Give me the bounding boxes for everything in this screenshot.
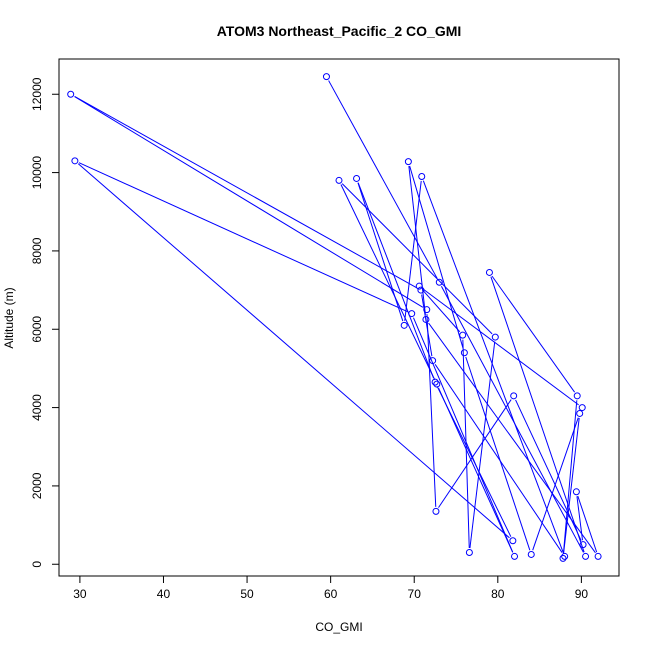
data-point	[423, 306, 431, 314]
series-line-segment	[462, 339, 470, 549]
data-point	[431, 378, 439, 386]
data-point	[559, 554, 567, 562]
data-point	[322, 73, 330, 81]
series-line-segment	[440, 285, 584, 553]
data-point	[435, 278, 443, 286]
axes-layer: 30 40 50 60 70 80 90 0 2000 4000 6000 8000 10000 1200…	[30, 77, 588, 601]
y-tick-label: 12000	[30, 77, 44, 111]
series-line-segment	[340, 184, 436, 381]
plot-frame	[58, 58, 620, 577]
series-line-segment	[404, 180, 422, 321]
series-line-segment	[562, 400, 578, 554]
series-line-segment	[422, 180, 564, 553]
data-point	[510, 392, 518, 400]
data-point	[460, 349, 468, 357]
series-line-segment	[426, 314, 437, 507]
series-line-segment	[74, 96, 418, 289]
data-point	[465, 549, 473, 556]
series-line-segment	[357, 182, 434, 379]
y-axis-label: Altitude (m)	[2, 287, 16, 348]
x-tick-label: 70	[408, 587, 422, 601]
y-tick-label: 0	[30, 561, 44, 568]
x-tick-label: 40	[157, 587, 171, 601]
data-point	[71, 157, 79, 165]
series-line-segment	[77, 163, 510, 539]
data-point	[459, 331, 467, 339]
series-line-segment	[328, 80, 438, 279]
data-point	[527, 550, 535, 558]
y-tick-label: 4000	[30, 394, 44, 421]
data-point	[573, 392, 581, 400]
x-tick-label: 60	[324, 587, 338, 601]
y-tick-label: 2000	[30, 472, 44, 499]
y-tick-label: 10000	[30, 156, 44, 190]
series-line-segment	[409, 165, 464, 349]
series-line-segment	[434, 364, 563, 553]
data-point	[572, 488, 580, 496]
series-layer	[67, 73, 602, 562]
data-point	[433, 380, 441, 388]
data-point	[509, 537, 517, 545]
data-point	[511, 552, 519, 560]
series-line-segment	[532, 417, 579, 551]
data-point	[404, 158, 412, 166]
series-line-segment	[78, 162, 408, 313]
series-line-segment	[413, 317, 514, 553]
data-point	[485, 268, 493, 276]
data-point	[422, 315, 430, 323]
data-point	[576, 409, 584, 417]
data-point	[578, 404, 586, 412]
data-point	[582, 552, 590, 560]
series-line-segment	[563, 417, 580, 554]
chart-title: ATOM3 Northeast_Pacific_2 CO_GMI	[217, 23, 462, 39]
series-line-segment	[438, 399, 512, 508]
series-line-segment	[576, 496, 583, 541]
series-line-segment	[421, 289, 461, 333]
series-line-segment	[438, 387, 514, 553]
series-line-segment	[422, 288, 579, 406]
x-tick-label: 30	[73, 587, 87, 601]
series-line-segment	[74, 96, 424, 308]
data-point	[353, 174, 361, 182]
x-axis-label: CO_GMI	[315, 620, 362, 634]
data-point	[418, 173, 426, 180]
series-line-segment	[341, 183, 493, 335]
y-tick-label: 6000	[30, 316, 44, 343]
y-tick-label: 8000	[30, 237, 44, 264]
x-tick-label: 80	[491, 587, 505, 601]
data-point	[429, 357, 437, 365]
series-line-segment	[421, 294, 433, 357]
data-point	[432, 507, 440, 515]
series-line-segment	[490, 276, 585, 553]
data-point	[335, 176, 343, 184]
series-line-segment	[491, 275, 576, 393]
data-point	[417, 286, 425, 294]
data-point	[67, 90, 75, 98]
data-point	[408, 310, 416, 318]
series-line-segment	[577, 495, 598, 553]
series-line-segment	[428, 322, 596, 554]
series-line-segment	[469, 341, 496, 549]
series-line-segment	[515, 399, 582, 541]
data-point	[400, 321, 408, 329]
data-point	[579, 541, 587, 549]
x-tick-label: 90	[575, 587, 589, 601]
data-point	[594, 552, 602, 560]
data-point	[491, 333, 499, 341]
data-point	[561, 552, 569, 560]
data-point	[415, 282, 423, 290]
x-tick-label: 50	[240, 587, 254, 601]
